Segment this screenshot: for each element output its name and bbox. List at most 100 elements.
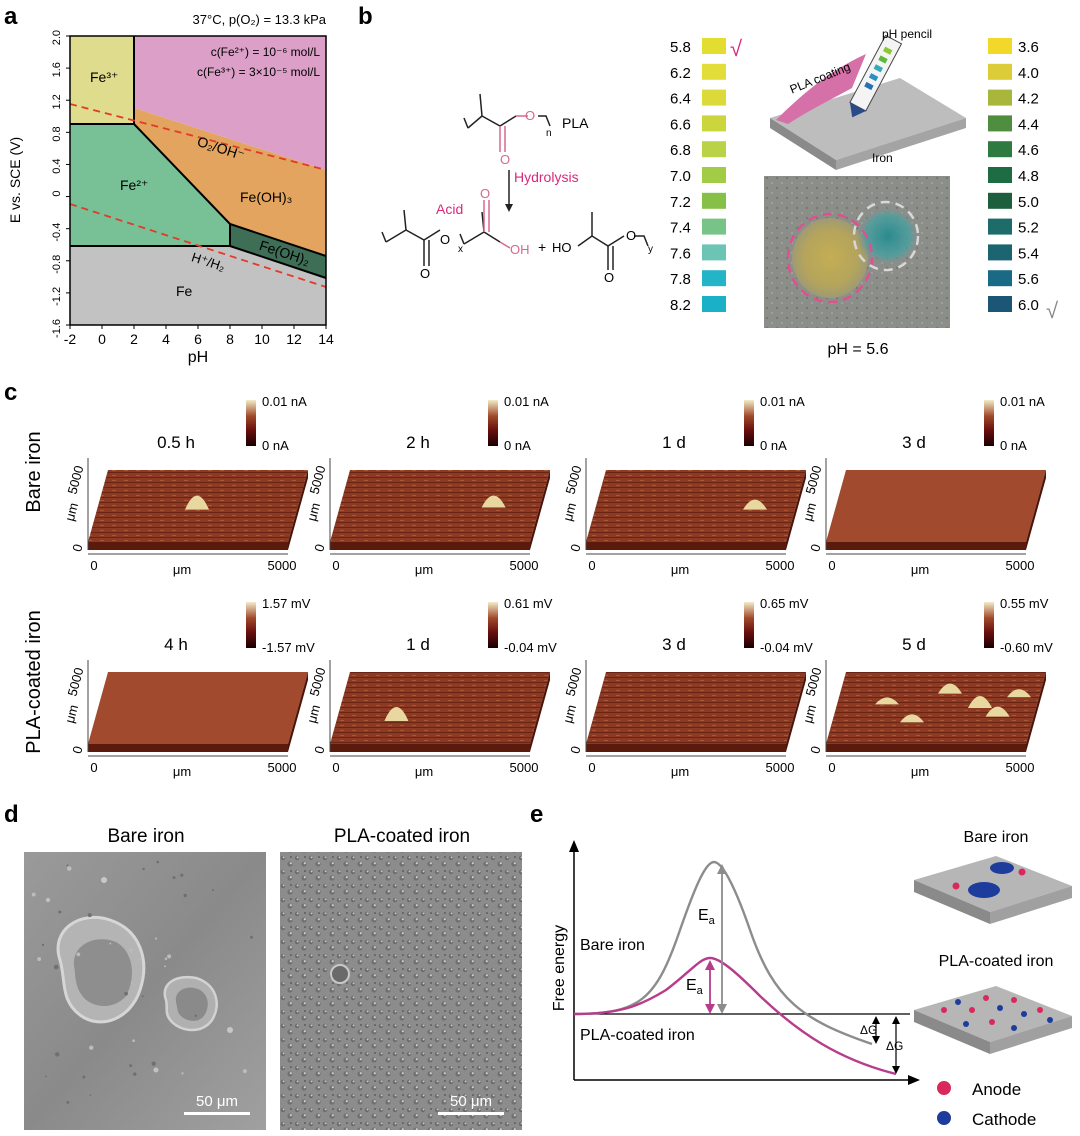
- sevm-side-face: [288, 470, 308, 550]
- sem-speck: [183, 893, 187, 898]
- sem-speck: [151, 1061, 156, 1066]
- sevm-surface: [586, 672, 806, 744]
- sevm-x-tick-5000: 5000: [510, 558, 539, 573]
- sevm-surface: [88, 672, 308, 744]
- sevm-colorbar-max: 0.01 nA: [262, 394, 307, 409]
- ph-scale-right-label: 4.6: [1018, 142, 1039, 159]
- sem-title-bare: Bare iron: [107, 826, 184, 847]
- region-feoh3: [134, 108, 326, 256]
- conc-fe3-label: c(Fe³⁺) = 3×10⁻⁵ mol/L: [197, 65, 320, 79]
- sevm-surface: [586, 470, 806, 542]
- dg-arrowhead-bare-top: [872, 1016, 880, 1024]
- panel-letter-a: a: [4, 3, 18, 30]
- anode-legend-marker: [937, 1081, 951, 1095]
- panel-d: d Bare iron PLA-coated iron 50 μm 50 μm: [4, 801, 522, 1130]
- sevm-x-axis-label: μm: [173, 562, 191, 577]
- panel-letter-e: e: [530, 801, 543, 828]
- sevm-colorbar: [246, 400, 256, 446]
- sevm-y-tick-0: 0: [567, 744, 583, 755]
- sevm-y-tick-5000: 5000: [307, 666, 329, 698]
- sevm-colorbar-max: 1.57 mV: [262, 596, 311, 611]
- ph-scale-left-swatch: [702, 89, 726, 106]
- sevm-x-tick-5000: 5000: [1006, 558, 1035, 573]
- y-tick-label: 0: [51, 191, 63, 197]
- hydrolysis-label: Hydrolysis: [514, 169, 579, 185]
- sevm-peak: [481, 495, 506, 508]
- sevm-y-axis-label: μm: [62, 501, 81, 523]
- sevm-colorbar-max: 0.65 mV: [760, 596, 809, 611]
- sevm-y-axis-label: μm: [304, 703, 323, 725]
- sevm-colorbar-min: -0.04 mV: [760, 640, 813, 655]
- ph-scale-left-label: 7.8: [670, 271, 691, 288]
- ea-arrowhead-pla-bottom: [705, 1004, 715, 1014]
- anode-legend-label: Anode: [972, 1080, 1021, 1099]
- ph-scale-right-label: 4.0: [1018, 65, 1039, 82]
- ph-scale-right-swatch: [988, 89, 1012, 106]
- sevm-surface: [826, 672, 1046, 744]
- sevm-x-tick-5000: 5000: [1006, 760, 1035, 775]
- ph-scale-right-swatch: [988, 296, 1012, 312]
- sevm-y-tick-0: 0: [567, 542, 583, 553]
- sevm-side-face: [530, 672, 550, 752]
- x-tick-label: 14: [318, 331, 334, 347]
- subscript-n: n: [546, 128, 552, 139]
- ph-scale-right-swatch: [988, 270, 1012, 287]
- ph-scale-left-swatch: [702, 141, 726, 158]
- sem-speck: [41, 943, 45, 947]
- sevm-x-tick-5000: 5000: [766, 558, 795, 573]
- sevm-x-tick-0: 0: [90, 558, 97, 573]
- sevm-y-tick-0: 0: [807, 744, 823, 755]
- sevm-front-face: [330, 744, 530, 752]
- bare-iron-curve: [573, 860, 873, 1046]
- ph-scale-right-label: 5.0: [1018, 194, 1039, 211]
- boundary-lines-4: [229, 245, 327, 279]
- sevm-side-face: [786, 672, 806, 752]
- sem-speck: [211, 889, 215, 892]
- iron-plate-schematic: [770, 34, 966, 170]
- ph-scale-right-label: 6.0: [1018, 297, 1039, 314]
- sevm-y-tick-5000: 5000: [563, 464, 585, 496]
- ph-scale-right-swatch: [988, 244, 1012, 261]
- sevm-peak: [938, 683, 962, 694]
- sevm-y-tick-0: 0: [69, 744, 85, 755]
- sevm-y-tick-0: 0: [807, 542, 823, 553]
- region-label-fe3: Fe³⁺: [90, 69, 118, 85]
- ph-scale-right-swatch: [988, 192, 1012, 209]
- sevm-peak: [384, 706, 409, 721]
- ph-scale-left-swatch: [702, 192, 726, 209]
- y-ticks: 2.0 1.6 1.2 0.8 0.4 0 -0.4 -0.8 -1.2 -1.6: [51, 30, 70, 338]
- ph-test-photo: [764, 176, 950, 328]
- sevm-time-label: 0.5 h: [157, 433, 195, 452]
- sem-speck: [167, 954, 172, 959]
- sevm-y-axis-label: μm: [560, 703, 579, 725]
- y-tick-label: 0.4: [51, 158, 63, 173]
- sem-speck: [141, 995, 144, 998]
- sevm-peak: [1007, 689, 1031, 698]
- sevm-x-axis-label: μm: [671, 562, 689, 577]
- sem-speck: [139, 958, 141, 961]
- h2-dash-line: [69, 203, 327, 288]
- region-label-fe2: Fe²⁺: [120, 177, 148, 193]
- sem-speck: [180, 873, 184, 877]
- ph-scale-right: 3.6 4.0 4.2 4.4 4.6 4.8 5.0 5.2 5.4 5.6 6.0: [988, 38, 1039, 314]
- sevm-x-axis-label: μm: [911, 764, 929, 779]
- sevm-x-axis-label: μm: [415, 562, 433, 577]
- ph-scale-right-swatch: [988, 63, 1012, 80]
- ph-scale-right-swatch: [988, 38, 1012, 54]
- iron-label: Iron: [872, 151, 893, 165]
- sevm-colorbar: [488, 602, 498, 648]
- sem-speck: [172, 876, 176, 880]
- sem-speck: [181, 1072, 184, 1075]
- ph-scale-left-swatch: [702, 218, 726, 235]
- sevm-x-tick-0: 0: [90, 760, 97, 775]
- ph-scale-left-swatch: [702, 63, 726, 80]
- sem-speck: [45, 1075, 47, 1078]
- ph-scale-left-label: 7.6: [670, 245, 691, 262]
- region-label-fe: Fe: [176, 283, 193, 299]
- sevm-colorbar-min: -0.60 mV: [1000, 640, 1053, 655]
- sevm-colorbar-min: 0 nA: [760, 438, 787, 453]
- sevm-y-tick-5000: 5000: [563, 666, 585, 698]
- ph-scale-left: 5.8 6.2 6.4 6.6 6.8 7.0 7.2 7.4 7.6 7.8 8.2: [670, 38, 726, 314]
- sem-speck: [194, 1014, 197, 1018]
- sevm-x-tick-0: 0: [332, 760, 339, 775]
